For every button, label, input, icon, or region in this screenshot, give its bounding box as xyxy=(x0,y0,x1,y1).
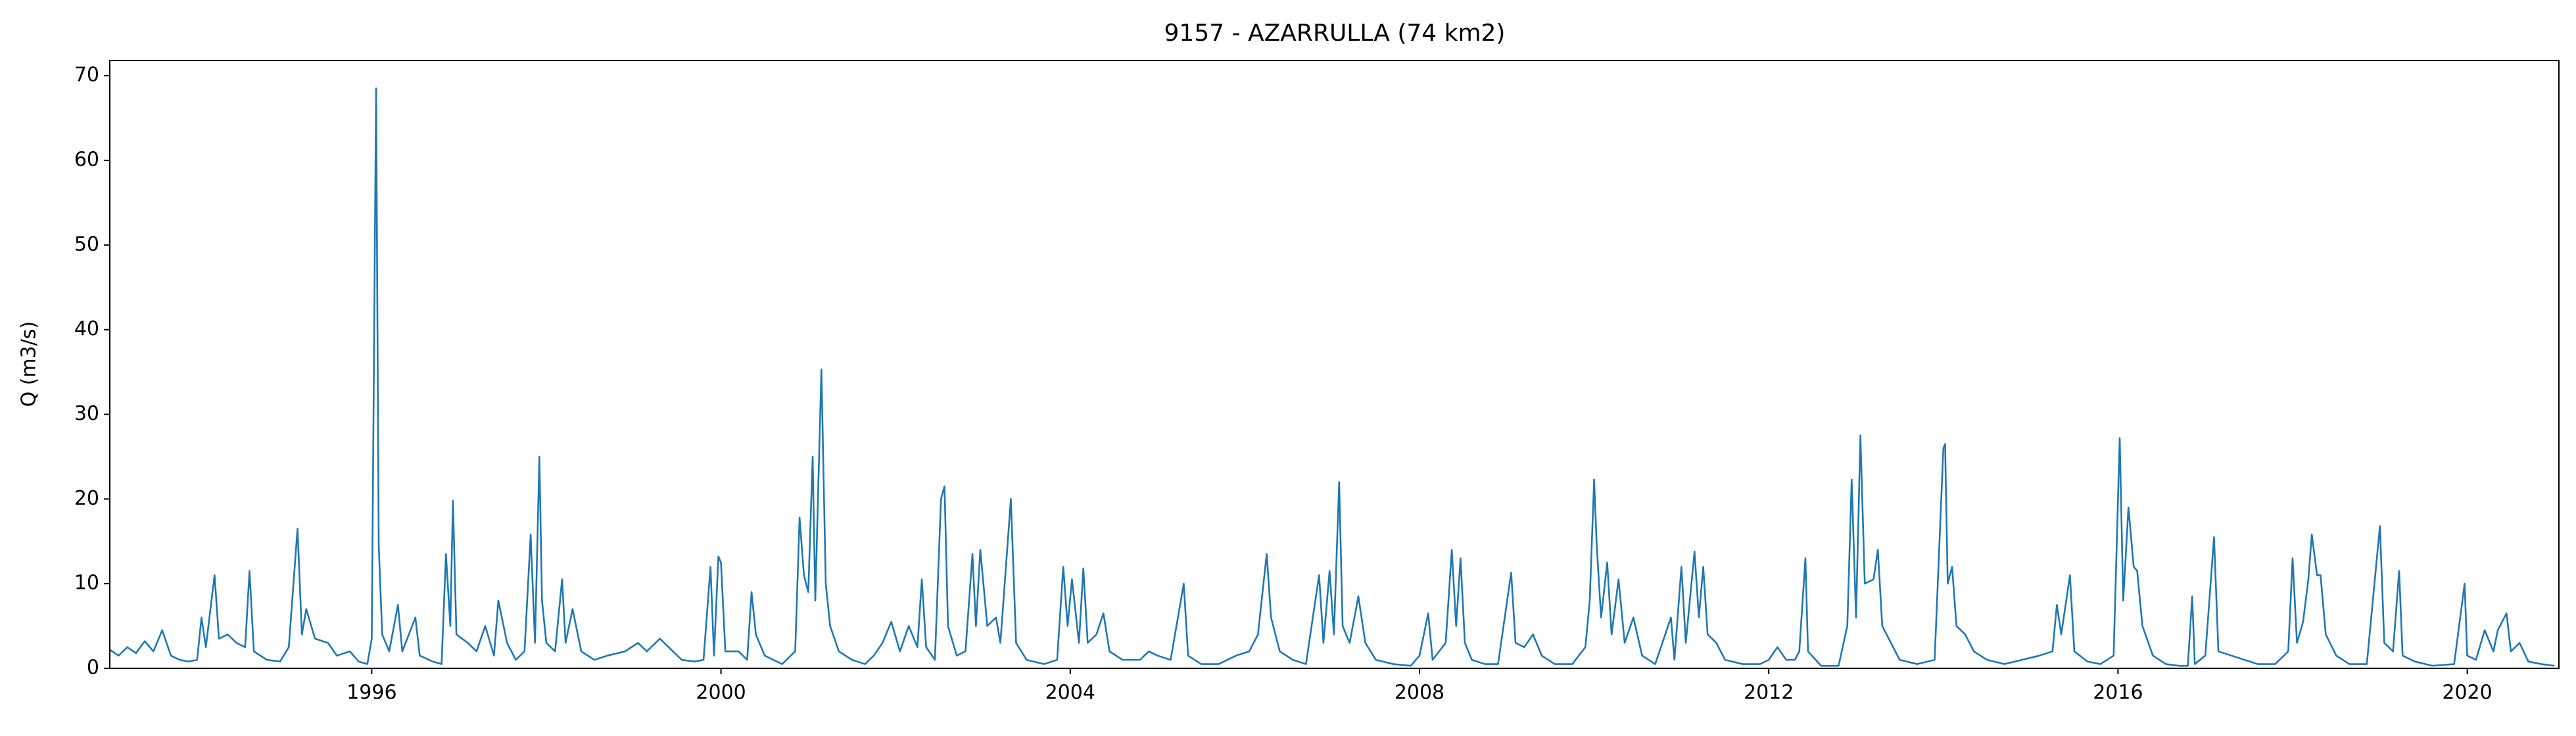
y-tick-label: 40 xyxy=(74,317,99,340)
chart-title: 9157 - AZARRULLA (74 km2) xyxy=(1164,20,1506,47)
y-tick-label: 10 xyxy=(74,572,99,595)
y-tick-label: 0 xyxy=(87,656,99,679)
x-tick-label: 2020 xyxy=(2442,681,2492,704)
y-axis-label: Q (m3/s) xyxy=(18,321,41,407)
axes-frame xyxy=(109,60,2560,669)
x-tick-label: 1996 xyxy=(346,681,396,704)
y-tick-label: 60 xyxy=(74,149,99,172)
x-tick-label: 2016 xyxy=(2093,681,2143,704)
y-tick-label: 50 xyxy=(74,233,99,256)
y-tick-label: 70 xyxy=(74,64,99,87)
data-line xyxy=(110,87,2555,667)
x-tick-label: 2012 xyxy=(1744,681,1794,704)
x-tick-label: 2000 xyxy=(696,681,746,704)
y-tick-label: 20 xyxy=(74,487,99,510)
x-tick-label: 2008 xyxy=(1395,681,1444,704)
y-tick-label: 30 xyxy=(74,402,99,425)
x-tick-label: 2004 xyxy=(1045,681,1095,704)
